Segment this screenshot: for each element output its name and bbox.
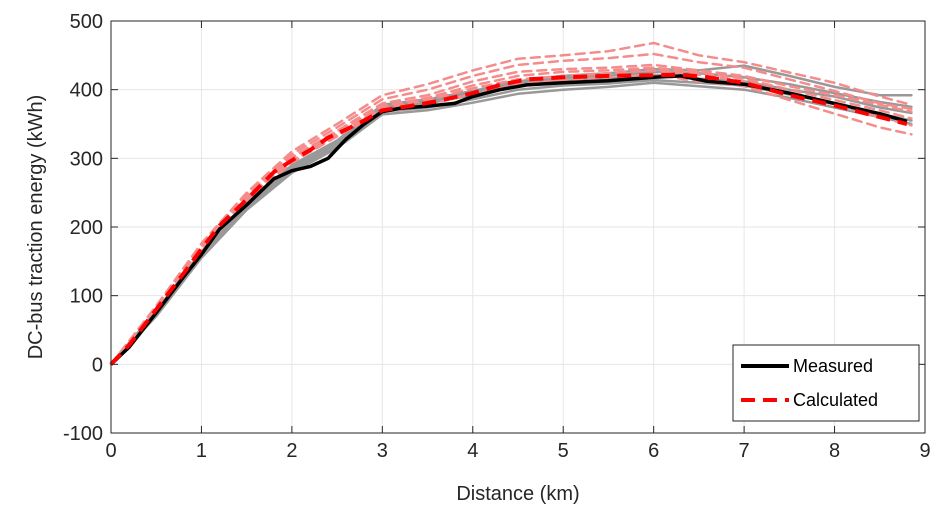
y-tick-labels: -100 0 100 200 300 400 500	[63, 11, 103, 445]
legend-box	[732, 344, 920, 422]
series-line-calculated	[109, 72, 908, 366]
y-tick-label: 500	[70, 11, 103, 33]
y-tick-label: 400	[70, 80, 103, 102]
y-tick-label: 200	[70, 217, 103, 239]
x-tick-label: 8	[829, 440, 840, 462]
background-trace-8	[109, 73, 913, 366]
x-tick-labels: 0 1 2 3 4 5 6 7 8 9	[105, 440, 930, 462]
x-tick-label: 7	[739, 440, 750, 462]
y-tick-label: 100	[70, 286, 103, 308]
y-tick-label: -100	[63, 423, 103, 445]
x-tick-label: 2	[286, 440, 297, 462]
y-tick-label: 300	[70, 148, 103, 170]
background-trace-9	[109, 52, 913, 366]
x-tick-label: 4	[467, 440, 478, 462]
y-tick-label: 0	[92, 354, 103, 376]
background-trace-10	[109, 66, 913, 366]
legend-label-measured: Measured	[793, 356, 873, 376]
x-tick-label: 0	[105, 440, 116, 462]
x-tick-label: 1	[196, 440, 207, 462]
legend: Measured Calculated	[732, 344, 920, 422]
legend-label-calculated: Calculated	[793, 390, 878, 410]
background-trace-3	[109, 81, 913, 366]
series-lines	[109, 72, 908, 366]
axis-ticks	[110, 20, 926, 434]
x-tick-label: 3	[377, 440, 388, 462]
x-tick-label: 5	[558, 440, 569, 462]
x-tick-label: 9	[919, 440, 930, 462]
x-tick-label: 6	[648, 440, 659, 462]
x-axis-label: Distance (km)	[456, 483, 579, 505]
y-axis-label: DC-bus traction energy (kWh)	[25, 95, 47, 360]
